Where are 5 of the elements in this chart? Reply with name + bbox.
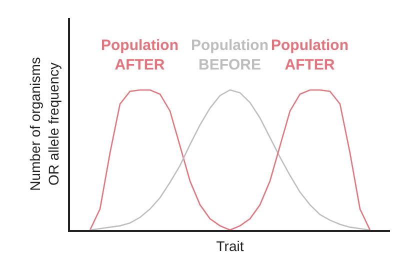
y-axis-title: Number of organisms OR allele frequency [27,57,62,191]
x-axis-title: Trait [216,238,244,254]
series-label: Population AFTER [271,37,348,74]
series-label: Population AFTER [101,37,178,74]
text: Population BEFORE [191,37,268,74]
